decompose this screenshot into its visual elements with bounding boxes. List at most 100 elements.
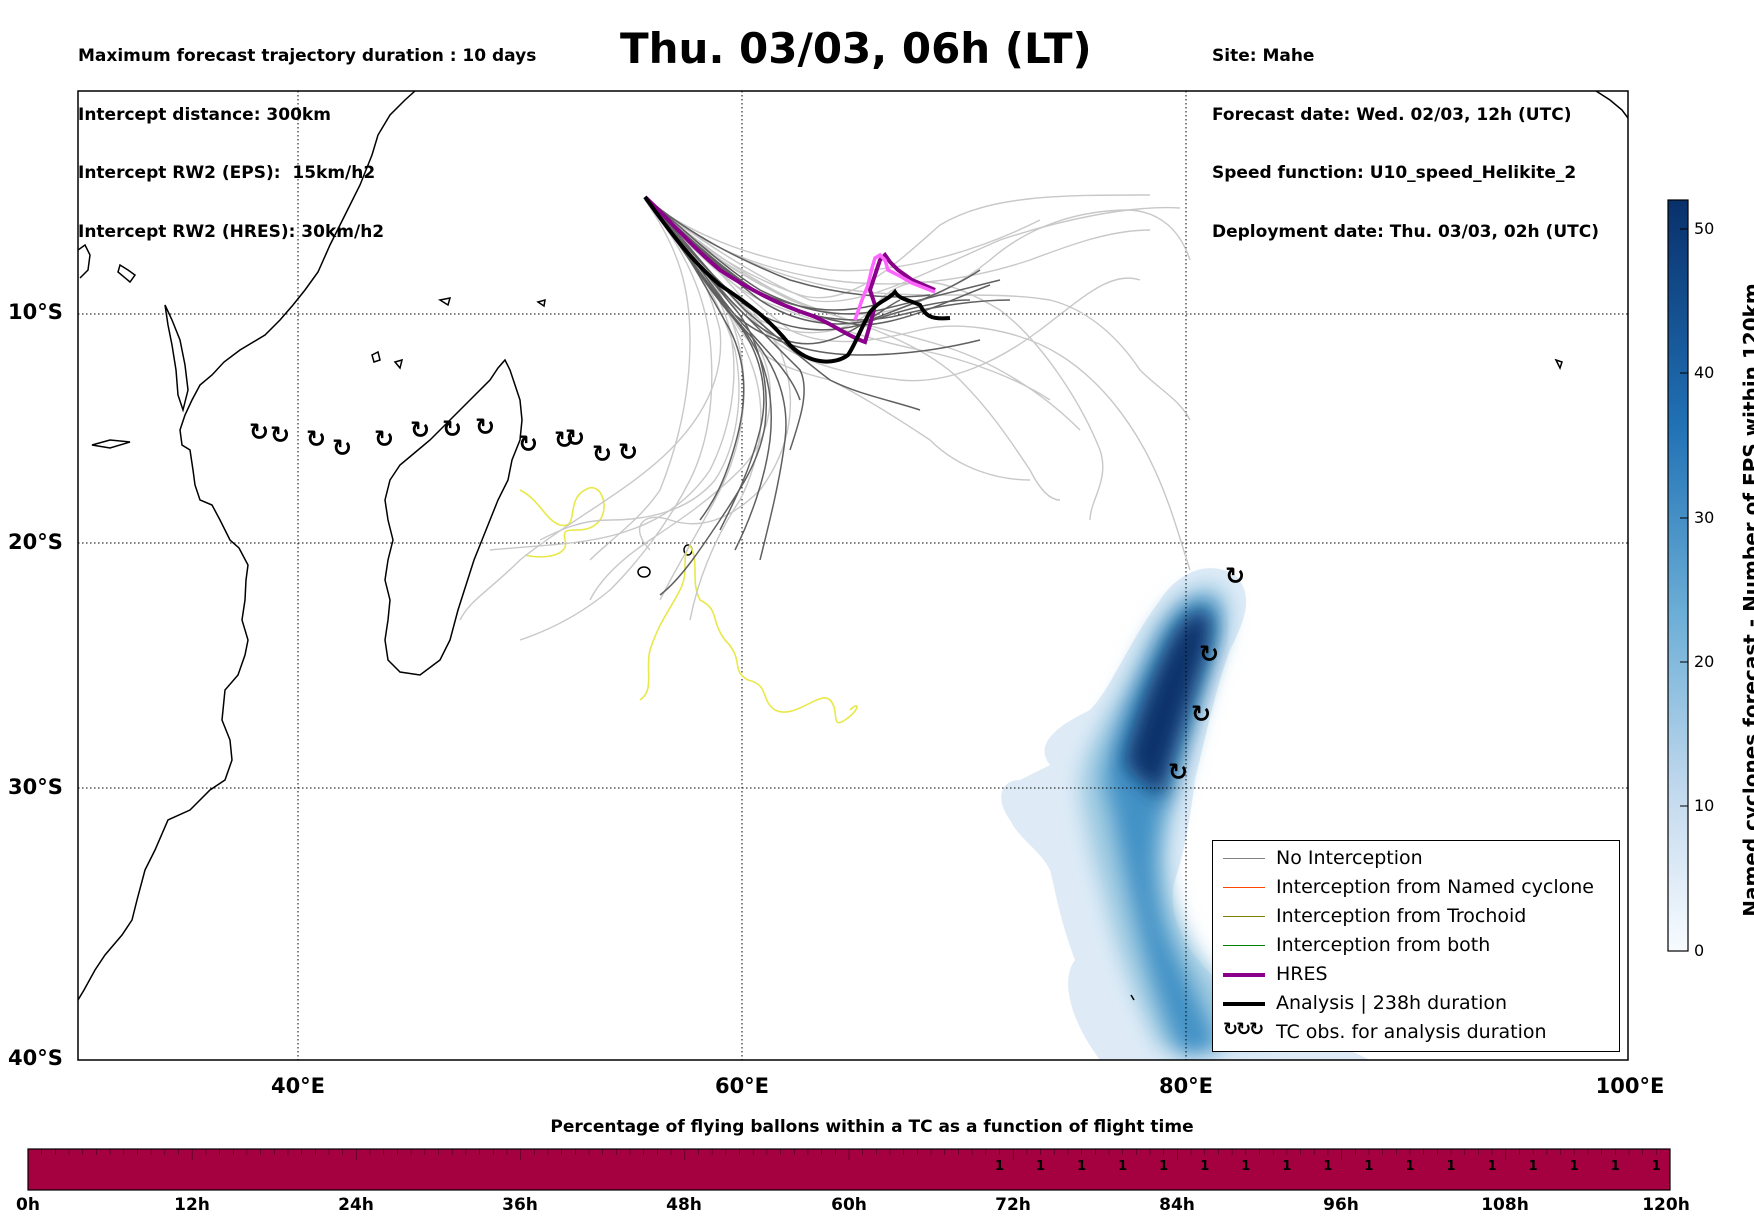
legend-swatch (1223, 916, 1265, 917)
timebar-cell-value: 1 (1405, 1159, 1415, 1174)
tc-symbol: ↻ (1168, 758, 1188, 786)
info-line: Intercept RW2 (HRES): 30km/h2 (78, 221, 385, 242)
legend-item: Interception from both (1213, 931, 1619, 960)
cyclone-density-field (1001, 568, 1370, 1060)
map-title: Thu. 03/03, 06h (LT) (620, 24, 1092, 73)
legend-label: Interception from Trochoid (1276, 905, 1527, 927)
ensemble-tracks-dark (644, 196, 1011, 596)
tc-symbol: ↻ (410, 416, 430, 444)
info-line: Maximum forecast trajectory duration : 1… (78, 46, 537, 66)
legend-item: No Interception (1213, 844, 1619, 873)
timebar-cell-value: 1 (1323, 1159, 1333, 1174)
analysis-track (643, 195, 951, 364)
tc-symbol: ↻ (306, 425, 326, 453)
tc-symbol: ↻ (475, 413, 495, 441)
timebar-cell-value: 1 (1446, 1159, 1456, 1174)
legend-swatch (1223, 1002, 1265, 1006)
legend-label: TC obs. for analysis duration (1276, 1021, 1547, 1043)
legend-label: HRES (1276, 963, 1328, 985)
timebar-label: 72h (995, 1195, 1031, 1215)
legend-item: ↻↻↻ TC obs. for analysis duration (1213, 1018, 1619, 1047)
ensemble-tracks-light (459, 194, 1191, 641)
legend-item: HRES (1213, 960, 1619, 989)
yellow-track (519, 487, 858, 724)
tc-symbol: ↻ (332, 434, 352, 462)
site-info: Site: Mahe Forecast date: Wed. 02/03, 12… (1212, 8, 1599, 262)
hres-track-pink (853, 252, 936, 321)
colorbar-tick: 40 (1694, 363, 1715, 382)
timebar-cell-value: 1 (1610, 1159, 1620, 1174)
timebar-label: 108h (1481, 1195, 1529, 1215)
timebar-label: 36h (502, 1195, 538, 1215)
tc-symbol-icon: ↻↻↻ (1223, 1019, 1264, 1040)
legend-label: Interception from Named cyclone (1276, 876, 1594, 898)
timebar-label: 0h (16, 1195, 40, 1215)
tc-symbol: ↻ (374, 425, 394, 453)
tc-observations: ↻ ↻ ↻ ↻ ↻ ↻ ↻ ↻ ↻ ↻ ↻ ↻ ↻ ↻ ↻ ↻ ↻ (249, 413, 1245, 786)
timebar-label: 84h (1159, 1195, 1195, 1215)
legend-item: Interception from Named cyclone (1213, 873, 1619, 902)
timebar-cell-value: 1 (1159, 1159, 1169, 1174)
colorbar-tick: 0 (1694, 941, 1705, 960)
timebar-label: 60h (831, 1195, 867, 1215)
legend-label: Interception from both (1276, 934, 1491, 956)
legend-item: Interception from Trochoid (1213, 902, 1619, 931)
tc-symbol: ↻ (249, 418, 269, 446)
legend-label: Analysis | 238h duration (1276, 992, 1508, 1014)
tc-symbol: ↻ (442, 415, 462, 443)
timebar-cell-value: 1 (1487, 1159, 1497, 1174)
timebar-cell-value: 1 (1077, 1159, 1087, 1174)
info-line: Deployment date: Thu. 03/03, 02h (UTC) (1212, 221, 1599, 242)
colorbar-tick: 30 (1694, 508, 1715, 527)
timebar-cell-value: 1 (1118, 1159, 1128, 1174)
tc-symbol: ↻ (554, 426, 574, 454)
timebar-cell-value: 1 (1036, 1159, 1046, 1174)
lat-label: 40°S (8, 1046, 63, 1070)
graticule (78, 91, 1628, 1060)
colorbar-tick: 10 (1694, 796, 1715, 815)
info-line: Intercept distance: 300km (78, 104, 331, 125)
forecast-parameters: Maximum forecast trajectory duration : 1… (78, 8, 536, 262)
tc-symbol: ↻ (1199, 640, 1219, 668)
flight-time-bar (27, 1148, 1671, 1191)
timebar-label: 24h (338, 1195, 374, 1215)
tc-symbol: ↻ (270, 421, 290, 449)
lon-label: 40°E (270, 1074, 326, 1098)
map-frame (77, 90, 1629, 1061)
lon-label: 80°E (1158, 1074, 1214, 1098)
timebar-label: 12h (174, 1195, 210, 1215)
timebar-label: 120h (1642, 1195, 1690, 1215)
timebar-label: 96h (1323, 1195, 1359, 1215)
legend-label: No Interception (1276, 847, 1423, 869)
tc-symbol: ↻ (518, 430, 538, 458)
colorbar-title: Named cyclones forecast - Number of EPS … (1739, 283, 1754, 917)
timebar-cell-value: 1 (1364, 1159, 1374, 1174)
legend-swatch (1223, 973, 1265, 977)
density-colorbar (1667, 199, 1689, 952)
lat-label: 30°S (8, 775, 63, 799)
timebar-cell-value: 1 (1569, 1159, 1579, 1174)
timebar-cell-value: 1 (1200, 1159, 1210, 1174)
timebar-title: Percentage of flying ballons within a TC… (550, 1117, 1194, 1137)
info-line: Intercept RW2 (EPS): 15km/h2 (78, 163, 376, 183)
tc-symbol: ↻ (1225, 562, 1245, 590)
tc-symbol: ↻ (565, 424, 585, 452)
coastlines (78, 91, 1628, 1001)
lon-label: 60°E (714, 1074, 770, 1098)
info-line: Site: Mahe (1212, 46, 1315, 66)
colorbar-tick: 50 (1694, 219, 1715, 238)
timebar-cell-value: 1 (994, 1159, 1005, 1174)
lat-label: 10°S (8, 300, 63, 324)
info-line: Forecast date: Wed. 02/03, 12h (UTC) (1212, 104, 1572, 125)
legend-item: Analysis | 238h duration (1213, 989, 1619, 1018)
tc-symbol: ↻ (618, 438, 638, 466)
timebar-cell-value: 1 (1651, 1159, 1661, 1174)
legend-swatch (1223, 858, 1265, 859)
timebar-cell-value: 1 (1241, 1159, 1251, 1174)
legend-swatch (1223, 945, 1265, 946)
colorbar-tick: 20 (1694, 652, 1715, 671)
timebar-cell-value: 1 (1282, 1159, 1292, 1174)
legend: No Interception Interception from Named … (1212, 840, 1620, 1052)
legend-swatch (1223, 887, 1265, 888)
